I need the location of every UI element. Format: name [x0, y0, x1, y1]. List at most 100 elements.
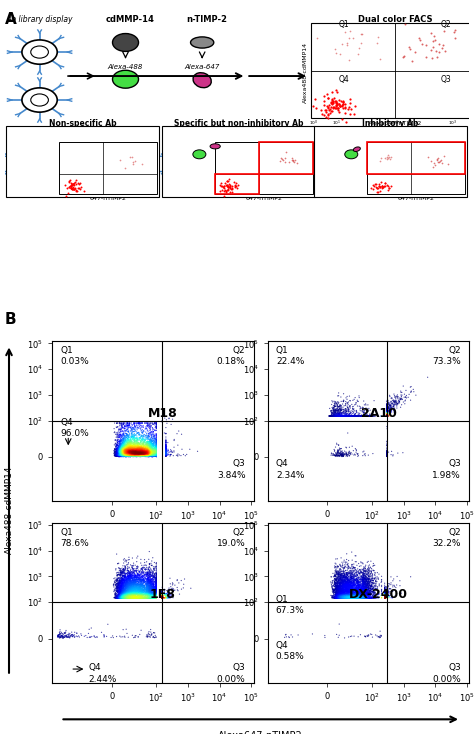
Point	[383, 410, 391, 422]
Point	[383, 410, 391, 422]
Point	[122, 450, 129, 462]
Point	[381, 592, 388, 603]
Point	[381, 586, 388, 598]
Point	[339, 587, 346, 599]
Point	[158, 592, 166, 603]
Point	[360, 592, 368, 603]
Point	[381, 592, 388, 603]
Point	[383, 410, 391, 422]
Point	[344, 410, 352, 422]
Point	[140, 440, 148, 451]
Point	[365, 592, 372, 603]
Point	[158, 592, 166, 603]
Point	[337, 592, 345, 603]
Point	[125, 589, 133, 600]
Point	[131, 440, 139, 452]
Point	[113, 450, 121, 462]
Point	[343, 590, 350, 602]
Point	[164, 592, 172, 603]
Point	[361, 410, 368, 422]
Point	[114, 449, 122, 461]
Point	[126, 449, 133, 461]
Point	[383, 410, 391, 422]
Point	[146, 592, 154, 603]
Point	[383, 410, 391, 422]
Point	[131, 586, 138, 597]
Point	[383, 410, 391, 422]
Point	[336, 410, 344, 422]
Point	[148, 585, 156, 597]
Point	[116, 451, 124, 462]
Point	[383, 410, 391, 422]
Point	[121, 588, 129, 600]
Point	[145, 592, 152, 603]
Point	[148, 581, 155, 592]
Point	[128, 592, 135, 603]
Point	[383, 410, 391, 422]
Point	[336, 592, 344, 603]
Point	[381, 592, 388, 603]
Point	[383, 410, 391, 422]
Point	[345, 590, 352, 602]
Point	[383, 410, 391, 422]
Point	[158, 592, 166, 603]
Point	[134, 440, 142, 452]
Point	[132, 448, 140, 460]
Point	[335, 589, 343, 601]
Point	[167, 589, 174, 600]
Point	[383, 410, 391, 421]
Point	[134, 589, 141, 600]
Point	[339, 410, 347, 422]
Point	[383, 410, 391, 422]
Point	[381, 592, 388, 603]
Point	[381, 592, 388, 603]
Point	[127, 586, 135, 598]
Point	[148, 442, 155, 454]
Point	[383, 410, 391, 422]
Point	[383, 410, 391, 422]
Point	[381, 592, 388, 603]
Point	[118, 445, 126, 457]
Point	[149, 448, 156, 459]
Point	[366, 566, 374, 578]
Point	[391, 399, 399, 410]
Point	[363, 586, 371, 597]
Point	[158, 592, 166, 603]
Point	[127, 592, 135, 603]
Point	[143, 575, 150, 587]
Point	[381, 592, 388, 603]
Point	[149, 586, 157, 598]
Point	[336, 410, 343, 422]
Point	[383, 410, 391, 422]
Point	[130, 446, 138, 458]
Point	[381, 592, 388, 603]
Point	[451, 32, 458, 44]
Point	[383, 410, 391, 422]
Point	[116, 446, 124, 458]
Point	[381, 592, 388, 603]
Point	[372, 584, 380, 595]
Point	[136, 449, 144, 461]
Point	[115, 573, 122, 584]
Point	[123, 575, 130, 586]
Point	[383, 410, 391, 422]
Point	[383, 410, 391, 422]
Point	[138, 592, 146, 603]
Point	[138, 443, 146, 455]
Point	[147, 590, 155, 602]
Point	[383, 410, 391, 422]
Point	[56, 626, 64, 638]
Point	[153, 451, 160, 462]
Point	[383, 410, 391, 422]
Point	[344, 592, 352, 603]
Point	[146, 448, 153, 460]
Point	[131, 436, 138, 448]
Point	[144, 447, 152, 459]
Point	[127, 446, 135, 458]
Point	[148, 583, 156, 595]
Point	[133, 586, 141, 598]
Point	[139, 451, 146, 462]
Point	[348, 580, 356, 592]
Point	[383, 410, 391, 422]
Point	[381, 592, 388, 603]
